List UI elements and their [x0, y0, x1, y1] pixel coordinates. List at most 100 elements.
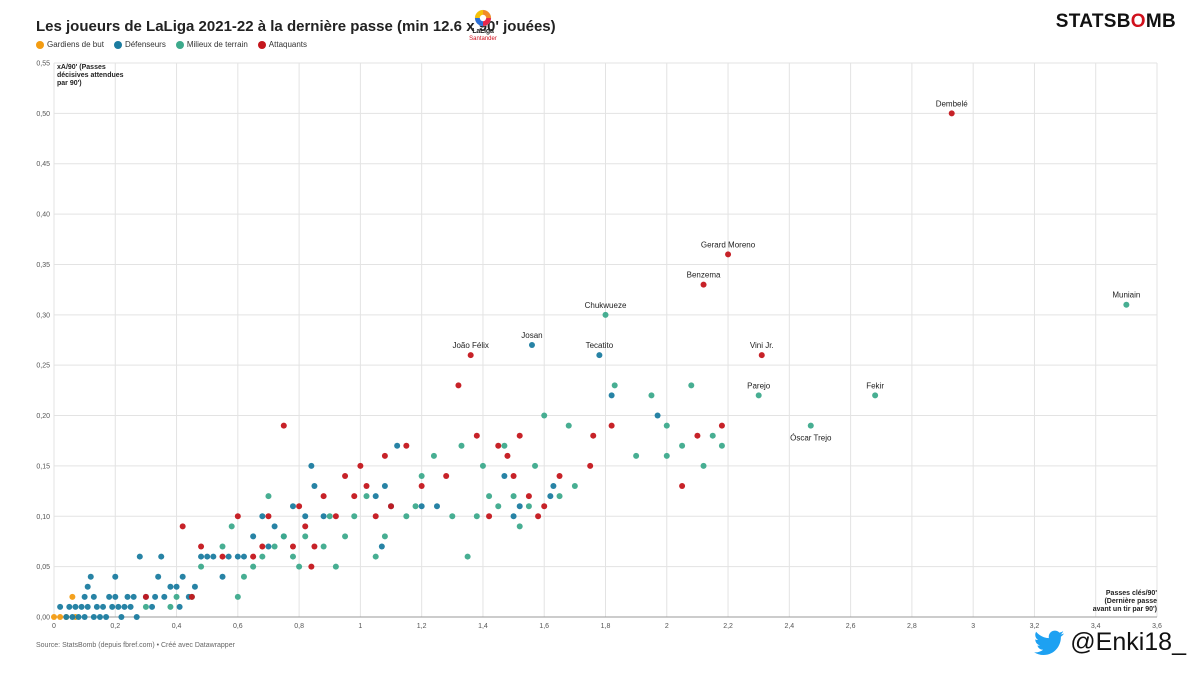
data-point [495, 503, 502, 510]
legend-label-gardiens: Gardiens de but [47, 40, 104, 49]
x-tick-label: 1,2 [417, 623, 427, 630]
data-point [394, 442, 401, 449]
data-point [565, 422, 572, 429]
chart-title: Les joueurs de LaLiga 2021-22 à la derni… [36, 18, 556, 35]
data-point [611, 382, 618, 389]
data-point [602, 311, 609, 318]
data-point [191, 583, 198, 590]
data-point [718, 442, 725, 449]
x-axis-title: Passes clés/90' [1106, 590, 1157, 597]
laliga-ball-icon [474, 9, 492, 27]
data-point [596, 352, 603, 359]
x-tick-label: 2,4 [784, 623, 794, 630]
data-point [210, 553, 217, 560]
data-point [418, 503, 425, 510]
data-point [142, 593, 149, 600]
data-point [541, 503, 548, 510]
data-point [388, 503, 395, 510]
data-point [516, 503, 523, 510]
data-point [84, 603, 91, 610]
data-point [700, 462, 707, 469]
data-point [718, 422, 725, 429]
x-tick-label: 1,8 [601, 623, 611, 630]
data-point [473, 513, 480, 520]
data-point [679, 442, 686, 449]
y-axis-title: décisives attendues [57, 72, 124, 79]
data-point [265, 513, 272, 520]
data-point [700, 281, 707, 288]
data-point [78, 603, 85, 610]
x-tick-label: 1 [358, 623, 362, 630]
data-point [124, 593, 131, 600]
data-point [486, 513, 493, 520]
x-tick-label: 1,6 [539, 623, 549, 630]
data-point [198, 543, 205, 550]
data-point [158, 553, 165, 560]
data-point [403, 442, 410, 449]
data-point [130, 593, 137, 600]
data-point [106, 593, 113, 600]
data-point [93, 603, 100, 610]
data-point [234, 553, 241, 560]
data-point [342, 533, 349, 540]
data-point [872, 392, 879, 399]
data-point [311, 483, 318, 490]
data-point [204, 553, 211, 560]
y-tick-label: 0,45 [36, 161, 50, 168]
brand-text-3: MB [1145, 11, 1176, 32]
data-point [176, 603, 183, 610]
data-point [250, 563, 257, 570]
legend-swatch-defenseurs [113, 40, 122, 49]
data-point [320, 513, 327, 520]
data-point [679, 483, 686, 490]
data-point [228, 523, 235, 530]
data-point [173, 593, 180, 600]
data-point [363, 483, 370, 490]
data-point [547, 493, 554, 500]
data-point [142, 603, 149, 610]
point-label: Chukwueze [585, 301, 627, 310]
data-point [289, 503, 296, 510]
data-point [688, 382, 695, 389]
y-axis-title: par 90') [57, 80, 82, 87]
data-point [486, 493, 493, 500]
data-point [75, 614, 82, 620]
x-tick-label: 1,4 [478, 623, 488, 630]
legend-item-gardiens: Gardiens de but [36, 40, 104, 49]
x-tick-label: 0,2 [110, 623, 120, 630]
data-point [495, 442, 502, 449]
data-point [173, 583, 180, 590]
x-tick-label: 3,6 [1152, 623, 1162, 630]
data-point [709, 432, 716, 439]
data-point [525, 493, 532, 500]
data-point [351, 493, 358, 500]
data-point [433, 503, 440, 510]
laliga-logo-subtext: Santander [469, 36, 497, 42]
data-point [403, 513, 410, 520]
data-point [608, 392, 615, 399]
x-tick-label: 2,8 [907, 623, 917, 630]
data-point [479, 462, 486, 469]
legend-swatch-attaquants [257, 40, 266, 49]
twitter-handle: @Enki18_ [1070, 628, 1186, 656]
data-point [663, 452, 670, 459]
data-point [510, 513, 517, 520]
data-point [455, 382, 462, 389]
data-point [308, 563, 315, 570]
data-point [525, 503, 532, 510]
data-point [381, 483, 388, 490]
legend-item-milieux: Milieux de terrain [175, 40, 248, 49]
data-point [755, 392, 762, 399]
data-point [84, 583, 91, 590]
data-point [311, 543, 318, 550]
data-point [250, 553, 257, 560]
data-point [188, 593, 195, 600]
data-point [326, 513, 333, 520]
y-tick-label: 0,05 [36, 564, 50, 571]
data-point [516, 523, 523, 530]
data-point [443, 472, 450, 479]
y-tick-label: 0,50 [36, 111, 50, 118]
x-axis-title: avant un tir par 90') [1093, 606, 1157, 613]
data-point [72, 603, 79, 610]
data-point [280, 422, 287, 429]
